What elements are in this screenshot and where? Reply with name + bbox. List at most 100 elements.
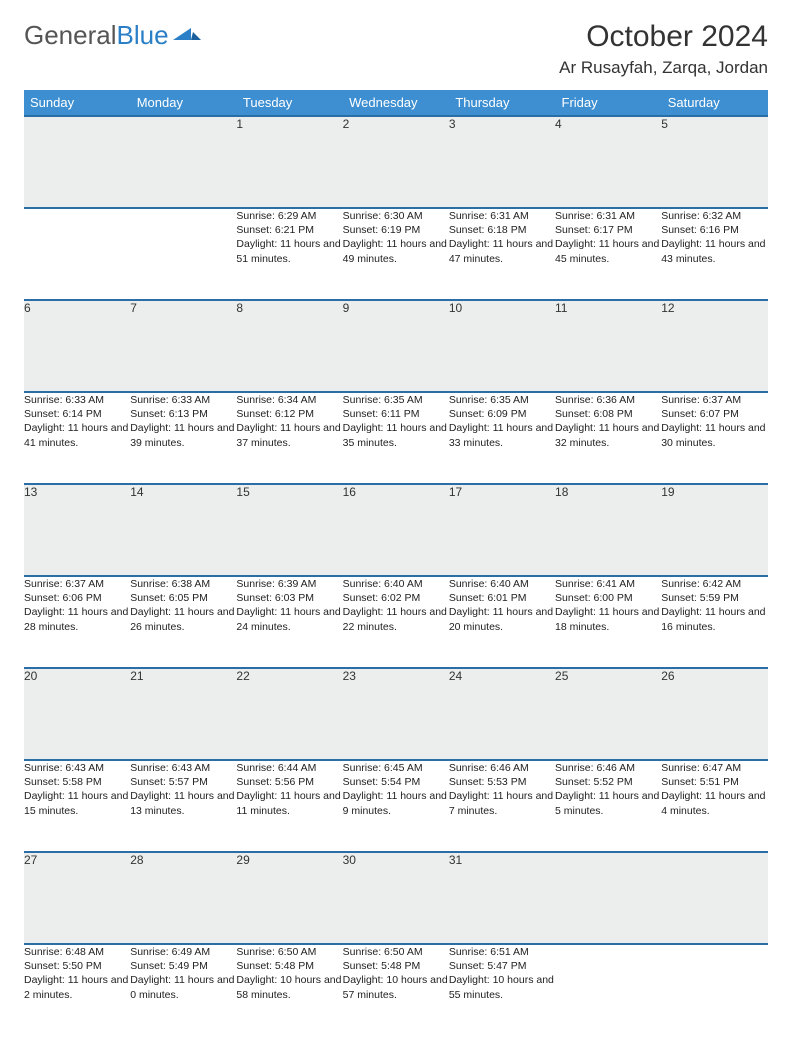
daylight-line: Daylight: 11 hours and 15 minutes.: [24, 789, 130, 817]
daylight-line: Daylight: 11 hours and 28 minutes.: [24, 605, 130, 633]
day-number-cell: 11: [555, 300, 661, 392]
sunrise-line: Sunrise: 6:32 AM: [661, 209, 767, 223]
sunrise-line: Sunrise: 6:37 AM: [661, 393, 767, 407]
sunset-line: Sunset: 6:17 PM: [555, 223, 661, 237]
day-detail-cell: Sunrise: 6:37 AMSunset: 6:06 PMDaylight:…: [24, 576, 130, 668]
sunrise-line: Sunrise: 6:46 AM: [449, 761, 555, 775]
day-header: Saturday: [661, 90, 767, 116]
sunrise-line: Sunrise: 6:31 AM: [555, 209, 661, 223]
header: GeneralBlue October 2024 Ar Rusayfah, Za…: [24, 20, 768, 78]
day-detail-cell: Sunrise: 6:33 AMSunset: 6:14 PMDaylight:…: [24, 392, 130, 484]
day-number-cell: [130, 116, 236, 208]
day-number-cell: 14: [130, 484, 236, 576]
day-number-cell: 3: [449, 116, 555, 208]
day-detail-cell: [555, 944, 661, 1035]
sunrise-line: Sunrise: 6:40 AM: [343, 577, 449, 591]
sunrise-line: Sunrise: 6:34 AM: [236, 393, 342, 407]
sunrise-line: Sunrise: 6:42 AM: [661, 577, 767, 591]
day-number-cell: 30: [343, 852, 449, 944]
sunset-line: Sunset: 6:09 PM: [449, 407, 555, 421]
daylight-line: Daylight: 11 hours and 49 minutes.: [343, 237, 449, 265]
day-number-cell: 5: [661, 116, 767, 208]
day-detail-cell: Sunrise: 6:35 AMSunset: 6:09 PMDaylight:…: [449, 392, 555, 484]
page-title: October 2024: [559, 20, 768, 54]
sunset-line: Sunset: 5:47 PM: [449, 959, 555, 973]
logo: GeneralBlue: [24, 20, 201, 51]
sunset-line: Sunset: 5:50 PM: [24, 959, 130, 973]
day-detail-cell: Sunrise: 6:38 AMSunset: 6:05 PMDaylight:…: [130, 576, 236, 668]
daylight-line: Daylight: 11 hours and 33 minutes.: [449, 421, 555, 449]
day-detail-cell: Sunrise: 6:37 AMSunset: 6:07 PMDaylight:…: [661, 392, 767, 484]
day-number-cell: 17: [449, 484, 555, 576]
sunrise-line: Sunrise: 6:43 AM: [130, 761, 236, 775]
sunset-line: Sunset: 5:51 PM: [661, 775, 767, 789]
day-detail-cell: Sunrise: 6:40 AMSunset: 6:02 PMDaylight:…: [343, 576, 449, 668]
sunset-line: Sunset: 6:02 PM: [343, 591, 449, 605]
sunrise-line: Sunrise: 6:35 AM: [343, 393, 449, 407]
sunrise-line: Sunrise: 6:43 AM: [24, 761, 130, 775]
day-number-cell: 22: [236, 668, 342, 760]
day-number-cell: 18: [555, 484, 661, 576]
day-detail-cell: Sunrise: 6:39 AMSunset: 6:03 PMDaylight:…: [236, 576, 342, 668]
daylight-line: Daylight: 11 hours and 45 minutes.: [555, 237, 661, 265]
logo-icon: [173, 20, 201, 51]
day-detail-cell: Sunrise: 6:36 AMSunset: 6:08 PMDaylight:…: [555, 392, 661, 484]
day-detail-cell: Sunrise: 6:42 AMSunset: 5:59 PMDaylight:…: [661, 576, 767, 668]
sunset-line: Sunset: 6:11 PM: [343, 407, 449, 421]
day-number-cell: [661, 852, 767, 944]
day-number-cell: 19: [661, 484, 767, 576]
day-number-cell: 21: [130, 668, 236, 760]
sunset-line: Sunset: 6:19 PM: [343, 223, 449, 237]
day-number-cell: 26: [661, 668, 767, 760]
day-detail-cell: Sunrise: 6:34 AMSunset: 6:12 PMDaylight:…: [236, 392, 342, 484]
daylight-line: Daylight: 11 hours and 20 minutes.: [449, 605, 555, 633]
daylight-line: Daylight: 11 hours and 13 minutes.: [130, 789, 236, 817]
daylight-line: Daylight: 11 hours and 26 minutes.: [130, 605, 236, 633]
daylight-line: Daylight: 10 hours and 55 minutes.: [449, 973, 555, 1001]
sunrise-line: Sunrise: 6:50 AM: [343, 945, 449, 959]
day-detail-cell: Sunrise: 6:44 AMSunset: 5:56 PMDaylight:…: [236, 760, 342, 852]
daylight-line: Daylight: 11 hours and 32 minutes.: [555, 421, 661, 449]
sunset-line: Sunset: 6:05 PM: [130, 591, 236, 605]
sunrise-line: Sunrise: 6:31 AM: [449, 209, 555, 223]
sunrise-line: Sunrise: 6:49 AM: [130, 945, 236, 959]
day-detail-cell: Sunrise: 6:51 AMSunset: 5:47 PMDaylight:…: [449, 944, 555, 1035]
day-detail-cell: [661, 944, 767, 1035]
day-number-cell: 6: [24, 300, 130, 392]
sunrise-line: Sunrise: 6:48 AM: [24, 945, 130, 959]
day-number-cell: 23: [343, 668, 449, 760]
day-number-cell: 24: [449, 668, 555, 760]
sunrise-line: Sunrise: 6:41 AM: [555, 577, 661, 591]
day-detail-cell: Sunrise: 6:50 AMSunset: 5:48 PMDaylight:…: [236, 944, 342, 1035]
day-number-cell: 7: [130, 300, 236, 392]
day-number-cell: 8: [236, 300, 342, 392]
day-header: Tuesday: [236, 90, 342, 116]
sunset-line: Sunset: 5:48 PM: [343, 959, 449, 973]
daylight-line: Daylight: 11 hours and 18 minutes.: [555, 605, 661, 633]
day-detail-cell: Sunrise: 6:47 AMSunset: 5:51 PMDaylight:…: [661, 760, 767, 852]
sunrise-line: Sunrise: 6:47 AM: [661, 761, 767, 775]
day-detail-cell: Sunrise: 6:29 AMSunset: 6:21 PMDaylight:…: [236, 208, 342, 300]
sunset-line: Sunset: 5:49 PM: [130, 959, 236, 973]
day-number-cell: 12: [661, 300, 767, 392]
day-number-cell: 4: [555, 116, 661, 208]
day-detail-cell: [130, 208, 236, 300]
sunset-line: Sunset: 6:07 PM: [661, 407, 767, 421]
day-detail-cell: Sunrise: 6:30 AMSunset: 6:19 PMDaylight:…: [343, 208, 449, 300]
title-block: October 2024 Ar Rusayfah, Zarqa, Jordan: [559, 20, 768, 78]
daylight-line: Daylight: 10 hours and 58 minutes.: [236, 973, 342, 1001]
daylight-line: Daylight: 11 hours and 41 minutes.: [24, 421, 130, 449]
sunset-line: Sunset: 6:21 PM: [236, 223, 342, 237]
day-header: Wednesday: [343, 90, 449, 116]
daylight-line: Daylight: 11 hours and 35 minutes.: [343, 421, 449, 449]
daylight-line: Daylight: 11 hours and 9 minutes.: [343, 789, 449, 817]
day-number-cell: [555, 852, 661, 944]
sunset-line: Sunset: 6:00 PM: [555, 591, 661, 605]
day-detail-cell: Sunrise: 6:31 AMSunset: 6:17 PMDaylight:…: [555, 208, 661, 300]
daylight-line: Daylight: 11 hours and 22 minutes.: [343, 605, 449, 633]
day-number-cell: 15: [236, 484, 342, 576]
sunrise-line: Sunrise: 6:38 AM: [130, 577, 236, 591]
sunset-line: Sunset: 6:03 PM: [236, 591, 342, 605]
daylight-line: Daylight: 11 hours and 30 minutes.: [661, 421, 767, 449]
day-detail-cell: Sunrise: 6:35 AMSunset: 6:11 PMDaylight:…: [343, 392, 449, 484]
